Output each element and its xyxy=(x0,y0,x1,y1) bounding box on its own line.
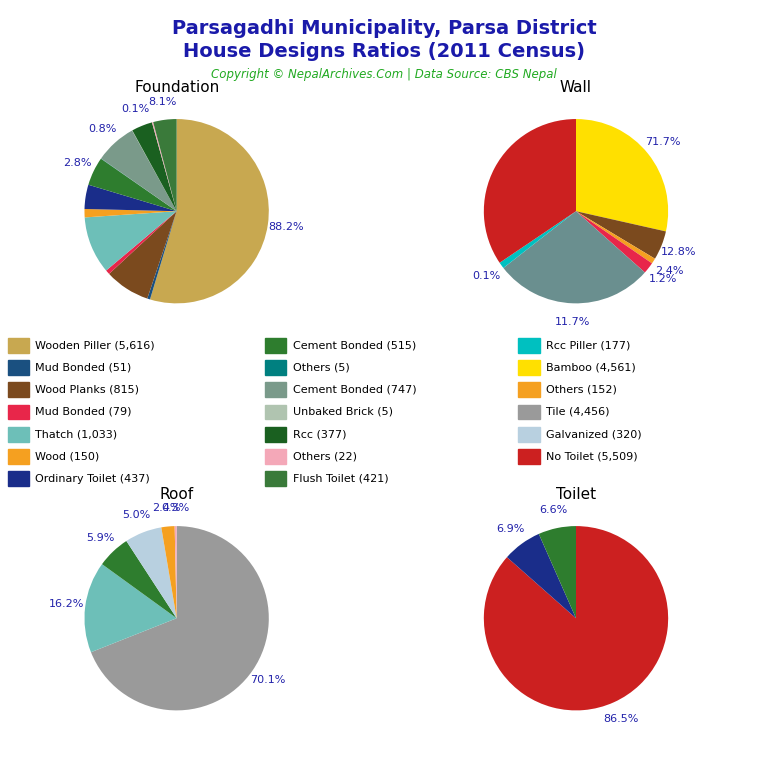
Wedge shape xyxy=(484,526,668,710)
FancyBboxPatch shape xyxy=(518,449,540,464)
Text: Wood Planks (815): Wood Planks (815) xyxy=(35,385,139,395)
Text: Others (5): Others (5) xyxy=(293,362,349,372)
Text: Rcc Piller (177): Rcc Piller (177) xyxy=(546,340,631,350)
Title: Wall: Wall xyxy=(560,80,592,94)
Wedge shape xyxy=(503,211,645,303)
FancyBboxPatch shape xyxy=(265,338,286,353)
Text: 6.9%: 6.9% xyxy=(497,524,525,534)
Wedge shape xyxy=(576,211,666,259)
FancyBboxPatch shape xyxy=(518,382,540,397)
Text: Galvanized (320): Galvanized (320) xyxy=(546,429,642,439)
Text: Unbaked Brick (5): Unbaked Brick (5) xyxy=(293,407,392,417)
Wedge shape xyxy=(101,158,177,211)
Wedge shape xyxy=(147,211,177,300)
Wedge shape xyxy=(109,211,177,299)
Text: Others (152): Others (152) xyxy=(546,385,617,395)
Text: Cement Bonded (515): Cement Bonded (515) xyxy=(293,340,415,350)
Text: Parsagadhi Municipality, Parsa District: Parsagadhi Municipality, Parsa District xyxy=(171,19,597,38)
FancyBboxPatch shape xyxy=(518,405,540,419)
FancyBboxPatch shape xyxy=(518,427,540,442)
Wedge shape xyxy=(84,185,177,211)
Title: Foundation: Foundation xyxy=(134,80,220,94)
Wedge shape xyxy=(84,564,177,652)
FancyBboxPatch shape xyxy=(8,449,29,464)
FancyBboxPatch shape xyxy=(265,360,286,375)
Wedge shape xyxy=(576,211,652,273)
Wedge shape xyxy=(153,119,177,211)
FancyBboxPatch shape xyxy=(8,472,29,486)
FancyBboxPatch shape xyxy=(8,360,29,375)
Wedge shape xyxy=(127,528,177,618)
Text: 8.1%: 8.1% xyxy=(148,97,177,107)
FancyBboxPatch shape xyxy=(8,427,29,442)
Text: Mud Bonded (51): Mud Bonded (51) xyxy=(35,362,131,372)
Text: 11.7%: 11.7% xyxy=(554,316,590,326)
Text: Tile (4,456): Tile (4,456) xyxy=(546,407,610,417)
FancyBboxPatch shape xyxy=(265,382,286,397)
Wedge shape xyxy=(576,211,655,263)
Wedge shape xyxy=(132,122,177,211)
Title: Roof: Roof xyxy=(160,487,194,502)
FancyBboxPatch shape xyxy=(8,382,29,397)
Wedge shape xyxy=(174,526,177,618)
Text: Cement Bonded (747): Cement Bonded (747) xyxy=(293,385,416,395)
Wedge shape xyxy=(101,131,177,211)
Text: 86.5%: 86.5% xyxy=(604,714,639,724)
Text: Mud Bonded (79): Mud Bonded (79) xyxy=(35,407,132,417)
Text: 16.2%: 16.2% xyxy=(49,600,84,610)
Text: 70.1%: 70.1% xyxy=(250,675,286,685)
Text: No Toilet (5,509): No Toilet (5,509) xyxy=(546,452,637,462)
FancyBboxPatch shape xyxy=(8,338,29,353)
Wedge shape xyxy=(576,119,668,231)
Text: Copyright © NepalArchives.Com | Data Source: CBS Nepal: Copyright © NepalArchives.Com | Data Sou… xyxy=(211,68,557,81)
FancyBboxPatch shape xyxy=(518,360,540,375)
Text: 71.7%: 71.7% xyxy=(644,137,680,147)
FancyBboxPatch shape xyxy=(518,338,540,353)
Wedge shape xyxy=(88,159,177,211)
Text: Rcc (377): Rcc (377) xyxy=(293,429,346,439)
Text: 0.1%: 0.1% xyxy=(121,104,149,114)
Wedge shape xyxy=(539,526,576,618)
Wedge shape xyxy=(507,534,576,618)
Text: Flush Toilet (421): Flush Toilet (421) xyxy=(293,474,389,484)
Wedge shape xyxy=(106,211,177,274)
Text: Thatch (1,033): Thatch (1,033) xyxy=(35,429,118,439)
Text: 0.8%: 0.8% xyxy=(88,124,117,134)
Text: Others (22): Others (22) xyxy=(293,452,356,462)
Text: Wooden Piller (5,616): Wooden Piller (5,616) xyxy=(35,340,155,350)
Text: 2.8%: 2.8% xyxy=(63,158,91,168)
Text: 0.1%: 0.1% xyxy=(472,271,501,281)
Wedge shape xyxy=(484,119,576,263)
FancyBboxPatch shape xyxy=(265,405,286,419)
Text: 5.0%: 5.0% xyxy=(122,510,151,520)
Text: 1.2%: 1.2% xyxy=(649,274,677,284)
Wedge shape xyxy=(150,119,269,303)
Text: 5.9%: 5.9% xyxy=(86,533,114,543)
Wedge shape xyxy=(84,209,177,217)
FancyBboxPatch shape xyxy=(265,472,286,486)
Text: 88.2%: 88.2% xyxy=(268,223,304,233)
Text: Ordinary Toilet (437): Ordinary Toilet (437) xyxy=(35,474,150,484)
Wedge shape xyxy=(84,211,177,270)
Text: 6.6%: 6.6% xyxy=(539,505,568,515)
Text: Wood (150): Wood (150) xyxy=(35,452,100,462)
Text: 2.4%: 2.4% xyxy=(152,503,180,513)
Text: House Designs Ratios (2011 Census): House Designs Ratios (2011 Census) xyxy=(183,42,585,61)
Text: Bamboo (4,561): Bamboo (4,561) xyxy=(546,362,636,372)
Wedge shape xyxy=(132,131,177,211)
Wedge shape xyxy=(152,122,177,211)
Text: 2.4%: 2.4% xyxy=(655,266,684,276)
Wedge shape xyxy=(91,526,269,710)
Text: 12.8%: 12.8% xyxy=(661,247,697,257)
FancyBboxPatch shape xyxy=(8,405,29,419)
Wedge shape xyxy=(102,541,177,618)
Text: 0.3%: 0.3% xyxy=(161,502,190,513)
Wedge shape xyxy=(500,211,576,268)
Wedge shape xyxy=(161,526,177,618)
FancyBboxPatch shape xyxy=(265,449,286,464)
FancyBboxPatch shape xyxy=(265,427,286,442)
Title: Toilet: Toilet xyxy=(556,487,596,502)
